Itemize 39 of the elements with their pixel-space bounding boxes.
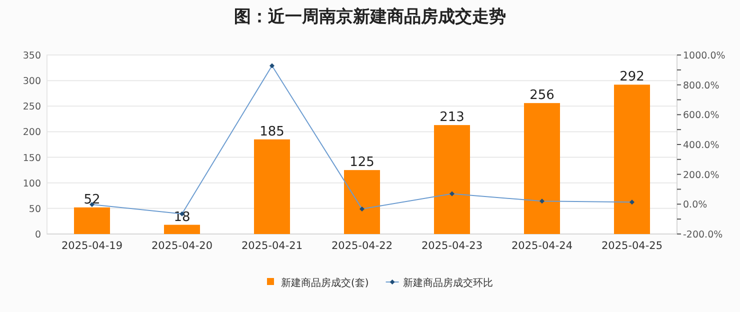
legend-label: 新建商品房成交环比	[402, 277, 493, 289]
y2-tick-label: 0.0%	[683, 200, 708, 211]
y2-tick-label: 800.0%	[683, 80, 720, 92]
y-tick-label: 200	[22, 127, 41, 138]
x-tick-label: 2025-04-19	[61, 240, 123, 252]
bar	[164, 224, 200, 234]
data-label: 292	[620, 70, 644, 85]
y-tick-label: 50	[28, 204, 41, 215]
bar	[344, 170, 380, 234]
chart-title: 图：近一周南京新建商品房成交走势	[234, 7, 506, 27]
bar	[524, 103, 560, 234]
y-tick-label: 100	[22, 178, 41, 190]
bar	[434, 125, 470, 234]
y2-tick-label: 400.0%	[683, 140, 720, 151]
y2-tick-label: 600.0%	[683, 110, 720, 122]
data-label: 213	[440, 110, 464, 126]
y-tick-label: 250	[22, 102, 41, 113]
x-tick-label: 2025-04-23	[421, 240, 483, 252]
y-tick-label: 350	[22, 50, 41, 62]
data-label: 125	[350, 155, 374, 170]
y-tick-label: 0	[34, 230, 41, 240]
bar	[614, 84, 650, 234]
x-tick-label: 2025-04-25	[601, 240, 663, 252]
y2-tick-label: 1000.0%	[683, 50, 726, 62]
y-tick-label: 150	[22, 152, 41, 164]
data-label: 256	[530, 88, 554, 104]
data-label: 18	[174, 210, 190, 225]
data-label: 185	[260, 124, 284, 140]
x-tick-label: 2025-04-24	[511, 240, 573, 252]
bar	[74, 207, 110, 234]
y2-tick-label: -200.0%	[683, 230, 723, 240]
x-tick-label: 2025-04-22	[331, 240, 393, 252]
bar	[254, 139, 290, 234]
data-label: 52	[84, 192, 100, 208]
y-tick-label: 300	[22, 76, 41, 88]
x-tick-label: 2025-04-21	[241, 240, 303, 252]
y2-tick-label: 200.0%	[683, 170, 720, 181]
legend-label: 新建商品房成交(套)	[281, 277, 369, 289]
x-tick-label: 2025-04-20	[151, 240, 213, 252]
